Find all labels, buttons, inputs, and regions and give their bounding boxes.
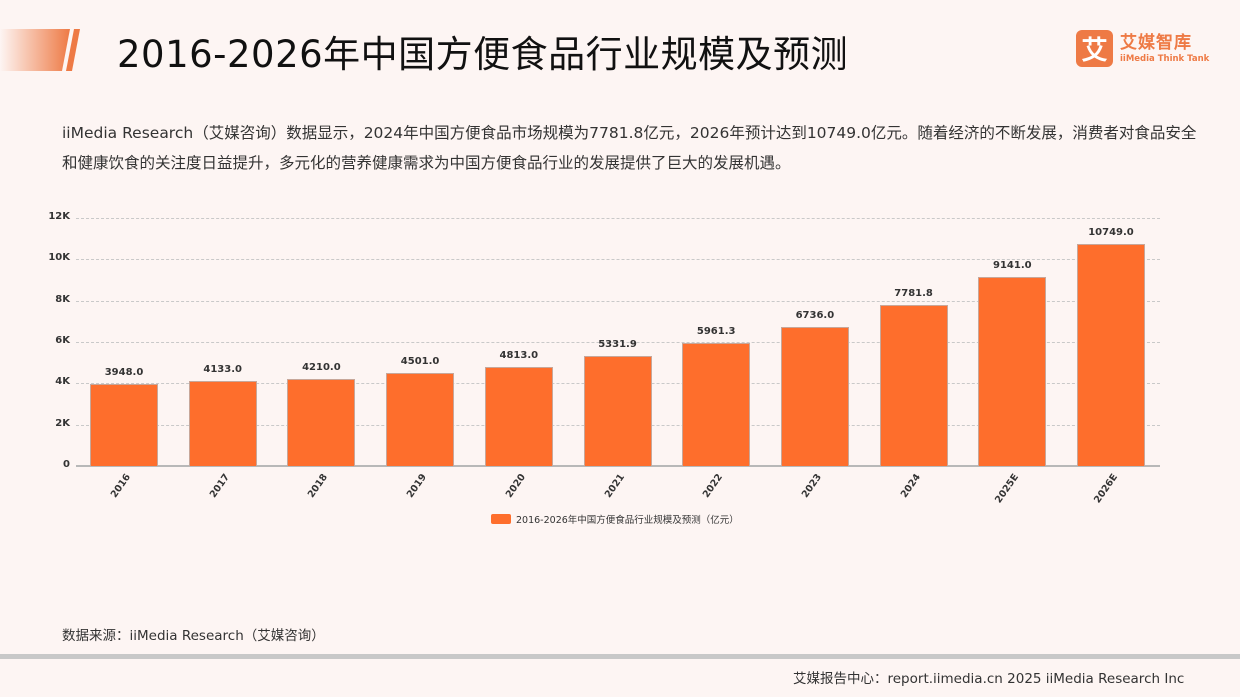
y-axis-tick-label: 10K bbox=[48, 252, 70, 264]
x-axis-tick-label: 2020 bbox=[503, 472, 528, 500]
bar-2018 bbox=[287, 378, 356, 466]
bar-value-label: 4210.0 bbox=[302, 361, 341, 373]
bar-2026E bbox=[1077, 243, 1145, 466]
bar-2023 bbox=[780, 326, 849, 466]
bar-value-label: 6736.0 bbox=[795, 309, 835, 321]
y-axis-tick-label: 2K bbox=[55, 417, 70, 429]
title-decoration bbox=[0, 29, 80, 71]
x-axis-tick-label: 2018 bbox=[306, 472, 331, 500]
bar-2025E bbox=[978, 277, 1047, 466]
bar-value-label: 10749.0 bbox=[1088, 226, 1134, 238]
footer-text: 艾媒报告中心：report.iimedia.cn 2025 iiMedia Re… bbox=[793, 671, 1185, 687]
bar-value-label: 7781.8 bbox=[894, 288, 933, 300]
description-text: iiMedia Research（艾媒咨询）数据显示，2024年中国方便食品市场… bbox=[62, 124, 1197, 172]
bar-value-label: 5331.9 bbox=[598, 338, 637, 350]
chart-legend: 2016-2026年中国方便食品行业规模及预测（亿元） bbox=[491, 512, 739, 526]
bar-value-label: 4813.0 bbox=[499, 349, 539, 361]
bar-value-label: 9141.0 bbox=[993, 260, 1032, 272]
legend-swatch bbox=[491, 514, 511, 524]
brand-logo: 艾 艾媒智库 iiMedia Think Tank bbox=[1076, 30, 1209, 67]
y-axis-tick-label: 4K bbox=[55, 376, 70, 388]
x-axis-tick-label: 2023 bbox=[799, 472, 824, 500]
x-axis-tick-label: 2017 bbox=[207, 472, 232, 500]
bar-value-label: 4501.0 bbox=[400, 355, 440, 367]
bar-value-label: 5961.3 bbox=[696, 325, 736, 337]
y-axis-tick-label: 0 bbox=[63, 459, 70, 470]
bar-value-label: 4133.0 bbox=[203, 363, 242, 375]
x-axis-tick-label: 2026E bbox=[1092, 472, 1121, 506]
gridline bbox=[76, 342, 1160, 343]
x-axis-tick-label: 2025E bbox=[993, 472, 1022, 506]
logo-name-en: iiMedia Think Tank bbox=[1120, 53, 1210, 64]
x-axis-line bbox=[76, 465, 1160, 467]
gridline bbox=[76, 300, 1160, 302]
x-axis-tick-label: 2016 bbox=[108, 472, 134, 500]
x-axis-tick-label: 2019 bbox=[404, 472, 430, 500]
bar-2024 bbox=[879, 305, 948, 466]
bar-2021 bbox=[583, 355, 652, 466]
y-axis-tick-label: 6K bbox=[55, 335, 70, 346]
logo-mark-icon: 艾 bbox=[1076, 30, 1113, 67]
footer-divider bbox=[0, 654, 1240, 659]
bar-2016 bbox=[90, 384, 158, 466]
x-axis-tick-label: 2022 bbox=[701, 472, 726, 500]
data-source: 数据来源：iiMedia Research（艾媒咨询） bbox=[62, 628, 325, 644]
page-title: 2016-2026年中国方便食品行业规模及预测 bbox=[117, 33, 849, 76]
y-axis-tick-label: 12K bbox=[48, 211, 70, 222]
x-axis-tick-label: 2021 bbox=[602, 472, 627, 500]
logo-name-cn: 艾媒智库 bbox=[1120, 32, 1192, 53]
bar-value-label: 3948.0 bbox=[104, 367, 144, 379]
bar-2019 bbox=[386, 372, 455, 466]
bar-chart: 0 2K 4K 6K 8K 10K 12K 3948.0 2016 4133.0 2017 4210.… bbox=[0, 200, 1240, 540]
bar-2017 bbox=[188, 380, 257, 466]
gridline bbox=[76, 259, 1160, 261]
y-axis-tick-label: 8K bbox=[55, 293, 70, 305]
bar-2022 bbox=[682, 342, 751, 466]
x-axis-tick-label: 2024 bbox=[898, 472, 923, 500]
bar-2020 bbox=[484, 366, 553, 466]
legend-label: 2016-2026年中国方便食品行业规模及预测（亿元） bbox=[516, 515, 739, 526]
gridline bbox=[76, 218, 1160, 219]
